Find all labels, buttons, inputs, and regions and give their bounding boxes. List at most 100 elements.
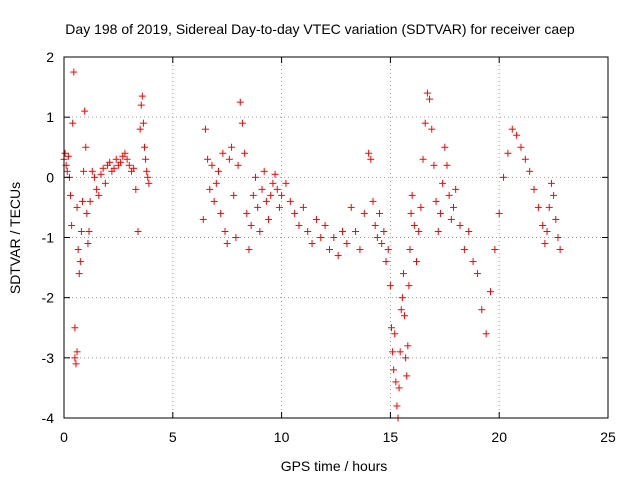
data-point — [367, 155, 375, 163]
data-point — [136, 125, 144, 133]
data-point — [452, 185, 460, 193]
data-point — [291, 209, 299, 217]
data-point — [254, 203, 262, 211]
data-point — [482, 330, 490, 338]
data-point — [376, 209, 384, 217]
data-point — [208, 161, 216, 169]
data-point — [545, 203, 553, 211]
data-point — [199, 215, 207, 223]
data-point — [101, 179, 109, 187]
data-point — [399, 270, 407, 278]
data-point — [390, 366, 398, 374]
data-point — [63, 167, 71, 175]
data-point — [84, 240, 92, 248]
data-point — [223, 240, 231, 248]
data-point — [110, 164, 118, 172]
data-point — [125, 161, 133, 169]
data-point — [406, 246, 414, 254]
data-point — [395, 384, 403, 392]
data-point — [299, 203, 307, 211]
data-point — [210, 197, 218, 205]
data-point — [312, 215, 320, 223]
data-point — [130, 164, 138, 172]
data-point — [214, 167, 222, 175]
data-point — [85, 227, 93, 235]
data-point — [426, 95, 434, 103]
data-point — [82, 143, 90, 151]
data-point — [447, 215, 455, 223]
y-tick-label: 1 — [46, 109, 54, 125]
data-point — [325, 246, 333, 254]
data-point — [465, 227, 473, 235]
data-point — [403, 372, 411, 380]
data-point — [352, 227, 360, 235]
y-tick-label: -3 — [42, 350, 55, 366]
data-point — [73, 203, 81, 211]
data-point — [417, 203, 425, 211]
data-point — [443, 161, 451, 169]
data-point — [392, 378, 400, 386]
x-tick-label: 5 — [169, 429, 177, 445]
data-point — [83, 209, 91, 217]
data-point — [262, 197, 270, 205]
data-point — [228, 143, 236, 151]
data-point — [75, 270, 83, 278]
data-point — [478, 306, 486, 314]
data-point — [456, 221, 464, 229]
data-point — [434, 227, 442, 235]
data-point — [81, 107, 89, 115]
data-point — [541, 240, 549, 248]
data-point — [419, 155, 427, 163]
data-point — [391, 330, 399, 338]
chart-title: Day 198 of 2019, Sidereal Day-to-day VTE… — [65, 21, 575, 37]
data-point — [273, 185, 281, 193]
data-point — [267, 191, 275, 199]
data-point — [450, 203, 458, 211]
x-tick-label: 15 — [383, 429, 399, 445]
data-point — [139, 119, 147, 127]
data-point — [407, 209, 415, 217]
data-point — [371, 221, 379, 229]
data-point — [90, 173, 98, 181]
data-point — [386, 282, 394, 290]
data-point — [491, 246, 499, 254]
data-point — [526, 167, 534, 175]
data-point — [278, 191, 286, 199]
data-point — [232, 234, 240, 241]
data-point — [73, 348, 81, 356]
data-point — [241, 149, 249, 157]
data-point — [543, 227, 551, 235]
data-point — [439, 179, 447, 187]
data-point — [469, 258, 477, 266]
data-point — [271, 170, 279, 178]
data-point — [521, 155, 529, 163]
data-point — [217, 209, 225, 217]
y-tick-label: -1 — [42, 230, 55, 246]
data-point — [339, 227, 347, 235]
data-point — [71, 324, 79, 332]
x-axis-label: GPS time / hours — [281, 458, 388, 474]
data-point — [343, 240, 351, 248]
data-point — [539, 221, 547, 229]
data-point — [245, 246, 253, 254]
data-point — [251, 173, 259, 181]
data-point — [441, 143, 449, 151]
data-point — [396, 348, 404, 356]
data-point — [212, 179, 220, 187]
data-point — [486, 288, 494, 296]
data-point — [121, 149, 129, 157]
data-point — [144, 173, 152, 181]
data-point — [382, 258, 390, 266]
data-point — [356, 246, 364, 254]
data-point — [423, 89, 431, 97]
data-point — [243, 209, 251, 217]
data-point — [384, 246, 392, 254]
data-point — [204, 155, 212, 163]
x-ticks: 0 5 10 15 20 25 — [60, 57, 616, 445]
y-tick-label: -2 — [42, 290, 55, 306]
data-point — [421, 119, 429, 127]
data-point — [402, 354, 410, 362]
data-point — [221, 227, 229, 235]
data-point — [369, 197, 377, 205]
